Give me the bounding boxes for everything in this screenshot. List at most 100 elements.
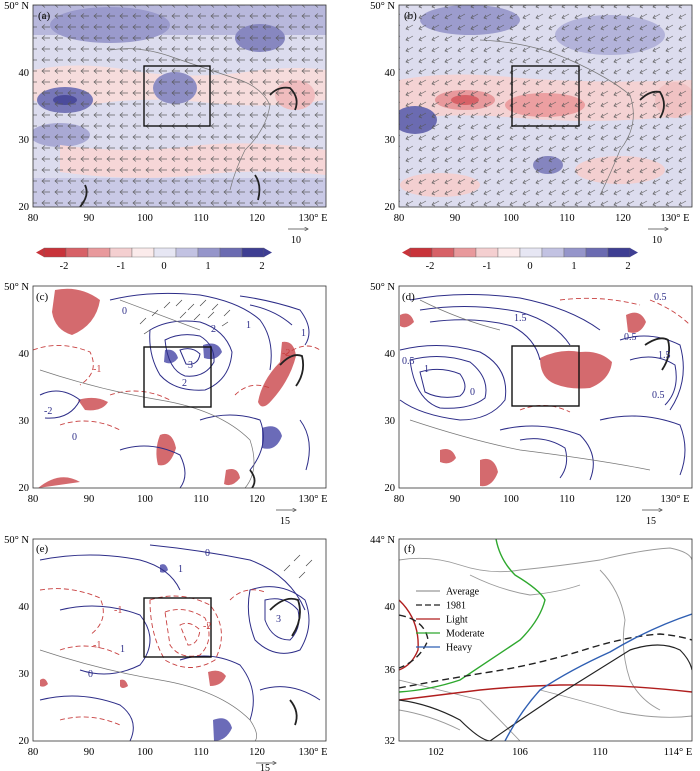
- y-tick: 30: [385, 135, 396, 146]
- contour-label: 3: [188, 360, 193, 371]
- y-tick: 50° N: [370, 282, 395, 293]
- colorbar-b-ticks: -2 -1 0 1 2: [426, 261, 631, 272]
- colorbar-segment: [541, 247, 565, 258]
- colorbar-tick: 2: [259, 261, 264, 272]
- colorbar-segment: [109, 247, 133, 258]
- panel-c: (c) 0 2 1 -1 -2 3 2 0 1 -2 20 30 40 50° …: [4, 282, 327, 527]
- contour-label: -2: [44, 406, 52, 417]
- panel-d: (d) 0.5 1.5 0.5 1 0 0.5 1.5 0.5 20 30 40…: [370, 282, 693, 527]
- y-tick: 40: [19, 68, 30, 79]
- y-tick: 44° N: [370, 535, 395, 546]
- panel-f-field: [399, 539, 692, 741]
- x-tick: 90: [84, 213, 95, 224]
- panel-d-x-ticks: 80 90 100 110 120 130° E: [394, 494, 690, 505]
- colorbar-segment: [241, 247, 265, 258]
- panel-b-y-ticks: 20 30 40 50° N: [370, 1, 395, 213]
- x-tick: 90: [84, 747, 95, 758]
- x-tick: 100: [137, 213, 153, 224]
- panel-e: (e) 0 1 -1 -2 1 0 3 -1 20 30 40 50° N 80…: [4, 535, 327, 771]
- y-tick: 50° N: [4, 1, 29, 12]
- panel-a: (a) 20 30 40 50° N 80 90 100 110 120 130…: [4, 1, 327, 246]
- colorbar-end-left: [402, 248, 410, 257]
- panel-f: (f) 32 36 40 44° N 102 106 110 114° E Av…: [370, 535, 693, 758]
- contour-label: 0: [470, 387, 475, 398]
- y-tick: 50° N: [4, 282, 29, 293]
- y-tick: 40: [385, 68, 396, 79]
- x-tick: 130° E: [661, 213, 690, 224]
- y-tick: 20: [385, 202, 396, 213]
- y-tick: 40: [19, 349, 30, 360]
- x-tick: 130° E: [299, 213, 328, 224]
- y-tick: 20: [19, 202, 30, 213]
- x-tick: 106: [512, 747, 528, 758]
- panel-a-study-box: [143, 65, 211, 127]
- contour-label: 1: [178, 564, 183, 575]
- panel-b: (b) 20 30 40 50° N 80 90 100 110 120 130…: [370, 1, 693, 246]
- y-tick: 20: [385, 483, 396, 494]
- x-tick: 90: [450, 494, 461, 505]
- panel-d-ref-label: 15: [646, 516, 656, 527]
- contour-label: 1.5: [658, 350, 671, 361]
- x-tick: 100: [137, 747, 153, 758]
- panel-f-legend: Average 1981 Light Moderate Heavy: [416, 587, 485, 654]
- colorbar-segment: [197, 247, 221, 258]
- colorbar-segment: [409, 247, 433, 258]
- panel-c-study-box: [143, 346, 212, 408]
- colorbar-b: [402, 247, 638, 258]
- contour-label: 0: [88, 669, 93, 680]
- panel-d-frame: [398, 285, 693, 489]
- panel-a-tag: (a): [38, 10, 51, 22]
- contour-label: -1: [93, 640, 101, 651]
- x-tick: 100: [503, 494, 519, 505]
- x-tick: 120: [249, 494, 265, 505]
- legend-label: 1981: [446, 601, 466, 612]
- colorbar-tick: 0: [161, 261, 166, 272]
- colorbar-tick: -2: [426, 261, 435, 272]
- panel-e-field: [33, 539, 326, 741]
- y-tick: 30: [19, 669, 30, 680]
- colorbar-segment: [43, 247, 67, 258]
- panel-a-frame: [32, 4, 327, 208]
- panel-d-y-ticks: 20 30 40 50° N: [370, 282, 395, 494]
- x-tick: 100: [503, 213, 519, 224]
- y-tick: 40: [19, 602, 30, 613]
- legend-label: Moderate: [446, 629, 485, 640]
- x-tick: 120: [249, 747, 265, 758]
- x-tick: 110: [559, 494, 574, 505]
- y-tick: 30: [19, 135, 30, 146]
- colorbar-segment: [175, 247, 199, 258]
- panel-e-x-ticks: 80 90 100 110 120 130° E: [28, 747, 328, 758]
- colorbar-segment: [87, 247, 111, 258]
- panel-c-field: [33, 286, 326, 488]
- colorbar-tick: 2: [625, 261, 630, 272]
- colorbar-segment: [453, 247, 477, 258]
- y-tick: 36: [385, 665, 396, 676]
- panel-a-ref-label: 10: [291, 235, 301, 246]
- panel-c-x-ticks: 80 90 100 110 120 130° E: [28, 494, 328, 505]
- colorbar-a-ticks: -2 -1 0 1 2: [60, 261, 265, 272]
- panel-f-x-ticks: 102 106 110 114° E: [428, 747, 692, 758]
- x-tick: 120: [615, 213, 631, 224]
- colorbar-end-left: [36, 248, 44, 257]
- contour-label: 0: [205, 548, 210, 559]
- y-tick: 30: [385, 416, 396, 427]
- y-tick: 20: [19, 483, 30, 494]
- panel-a-x-ticks: 80 90 100 110 120 130° E: [28, 213, 328, 224]
- x-tick: 80: [394, 213, 405, 224]
- y-tick: 40: [385, 349, 396, 360]
- contour-label: 1: [120, 644, 125, 655]
- colorbar-segment: [475, 247, 499, 258]
- panel-d-tag: (d): [402, 291, 415, 303]
- colorbar-segment: [65, 247, 89, 258]
- contour-label: 1.5: [514, 313, 527, 324]
- colorbar-end-right: [630, 248, 638, 257]
- contour-label: -1: [93, 364, 101, 375]
- panel-b-tag: (b): [404, 10, 417, 22]
- contour-label: 1: [246, 320, 251, 331]
- x-tick: 110: [559, 213, 574, 224]
- colorbar-segment: [497, 247, 521, 258]
- x-tick: 130° E: [661, 494, 690, 505]
- colorbar-tick: -1: [117, 261, 126, 272]
- x-tick: 90: [84, 494, 95, 505]
- legend-label: Average: [446, 587, 480, 598]
